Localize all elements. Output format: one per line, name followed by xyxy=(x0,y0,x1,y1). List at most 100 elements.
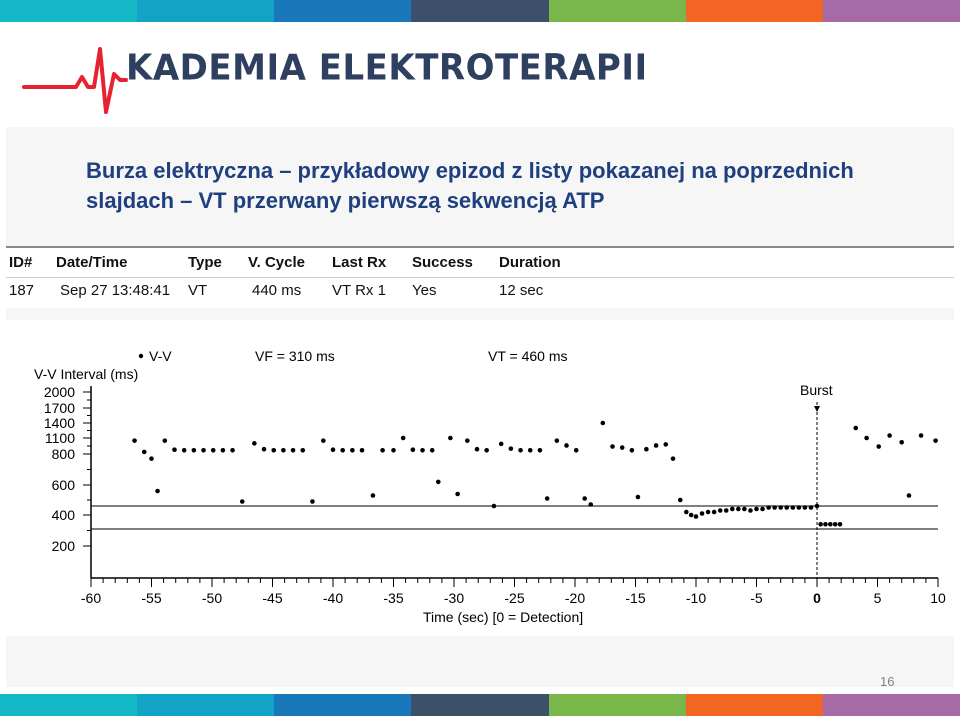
data-point xyxy=(429,447,435,453)
data-point xyxy=(760,506,765,512)
x-tick-label: -60 xyxy=(81,590,101,606)
data-point xyxy=(132,438,137,443)
column-header: Duration xyxy=(499,254,561,271)
data-point xyxy=(837,522,843,527)
data-point xyxy=(448,435,453,441)
color-segment xyxy=(685,694,823,716)
data-point xyxy=(508,446,514,451)
data-point xyxy=(588,502,594,507)
data-point xyxy=(400,435,406,441)
color-segment xyxy=(411,694,549,716)
table-cell: VT Rx 1 xyxy=(332,282,386,299)
color-segment xyxy=(137,694,275,716)
table-cell: VT xyxy=(188,282,208,299)
data-point xyxy=(814,503,820,509)
data-point xyxy=(684,509,689,515)
title-line: Burza elektryczna – przykładowy epizod z… xyxy=(86,158,854,183)
data-point xyxy=(832,522,838,527)
data-point xyxy=(653,443,659,448)
x-tick-label: -35 xyxy=(383,590,403,606)
data-point xyxy=(736,506,741,512)
data-point xyxy=(644,446,649,452)
data-point xyxy=(918,433,924,438)
zone-label-vt: VT = 460 ms xyxy=(488,348,568,364)
bottom-color-bar xyxy=(0,694,960,716)
data-point xyxy=(828,522,833,527)
data-point xyxy=(261,446,267,452)
data-point xyxy=(772,505,777,510)
episode-table: ID# Date/Time Type V. Cycle Last Rx Succ… xyxy=(6,246,954,308)
data-point xyxy=(527,447,533,453)
data-point xyxy=(906,493,912,498)
column-header: ID# xyxy=(9,254,33,271)
table-cell: Sep 27 13:48:41 xyxy=(60,282,171,299)
data-point xyxy=(271,447,277,453)
x-tick-label: 0 xyxy=(813,590,821,606)
color-segment xyxy=(0,0,138,22)
data-point xyxy=(663,442,669,447)
color-segment xyxy=(685,0,823,22)
table-cell: 440 ms xyxy=(252,282,302,299)
data-point xyxy=(149,456,154,461)
data-point xyxy=(239,499,245,504)
color-segment xyxy=(822,694,960,716)
top-color-bar xyxy=(0,0,960,22)
table-header: ID# Date/Time Type V. Cycle Last Rx Succ… xyxy=(6,254,954,276)
y-axis-label: V-V Interval (ms) xyxy=(34,366,138,382)
data-point xyxy=(564,443,569,448)
color-segment xyxy=(274,0,412,22)
y-tick-label: 400 xyxy=(52,507,76,523)
page-number: 16 xyxy=(880,674,895,689)
table-top-rule xyxy=(6,246,954,248)
data-point xyxy=(823,522,828,527)
data-point xyxy=(711,509,717,515)
data-point xyxy=(699,511,705,516)
data-point xyxy=(808,505,814,510)
color-segment xyxy=(137,0,275,22)
data-point xyxy=(498,441,504,447)
data-point xyxy=(693,514,699,519)
data-point xyxy=(310,499,315,504)
slide-title: Burza elektryczna – przykładowy epizod z… xyxy=(86,156,926,216)
data-point xyxy=(191,447,197,453)
data-point xyxy=(435,479,441,485)
data-point xyxy=(484,447,489,453)
color-segment xyxy=(548,0,686,22)
x-tick-label: -10 xyxy=(686,590,706,606)
title-line: slajdach – VT przerwany pierwszą sekwenc… xyxy=(86,188,605,213)
color-segment xyxy=(274,694,412,716)
data-point xyxy=(899,439,904,445)
data-point xyxy=(600,420,606,426)
table-divider xyxy=(6,277,954,278)
data-point xyxy=(635,494,641,500)
data-point xyxy=(705,509,711,515)
data-point xyxy=(359,447,365,453)
x-tick-label: -30 xyxy=(444,590,464,606)
x-tick-label: -5 xyxy=(750,590,763,606)
data-point xyxy=(420,447,425,453)
x-tick-label: 5 xyxy=(874,590,882,606)
vv-interval-chart: V-V V-V Interval (ms) VF = 310 ms VT = 4… xyxy=(6,320,954,636)
data-point xyxy=(818,522,823,527)
x-tick-label: 10 xyxy=(930,590,946,606)
y-tick-label: 2000 xyxy=(44,384,75,400)
data-point xyxy=(688,512,694,518)
data-point xyxy=(742,506,747,512)
data-point xyxy=(340,447,345,453)
data-point xyxy=(141,449,147,455)
data-point xyxy=(252,441,257,446)
table-cell: 187 xyxy=(9,282,35,299)
data-point xyxy=(629,447,635,453)
chart-plot: V-V V-V Interval (ms) VF = 310 ms VT = 4… xyxy=(34,348,946,625)
x-tick-label: -15 xyxy=(625,590,645,606)
data-point xyxy=(290,447,296,453)
data-point xyxy=(474,446,480,452)
y-tick-label: 1700 xyxy=(44,400,75,416)
column-header: Date/Time xyxy=(56,254,128,271)
data-point xyxy=(610,444,615,449)
logo-text: KADEMIA ELEKTROTERAPII xyxy=(126,47,648,89)
column-header: Type xyxy=(188,254,222,271)
data-point xyxy=(321,438,326,443)
x-tick-label: -50 xyxy=(202,590,222,606)
data-point xyxy=(281,447,286,453)
